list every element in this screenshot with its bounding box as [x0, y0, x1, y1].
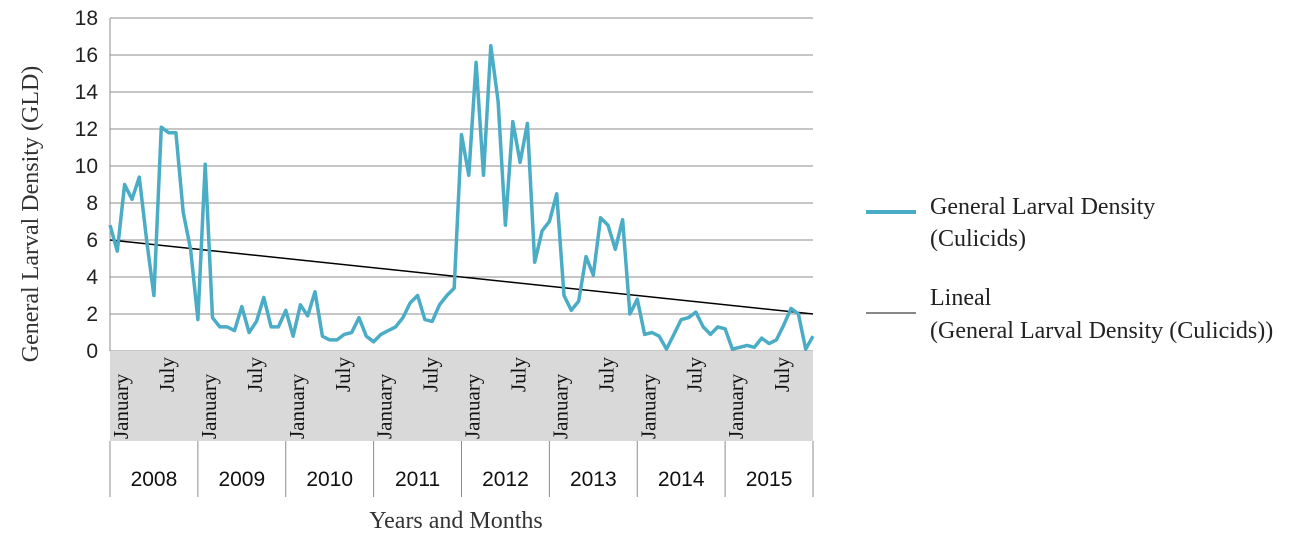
x-axis: 2008 January July 2009 January July 2010 Januar…: [109, 357, 814, 497]
legend-label-series-line2: (Culicids): [930, 226, 1026, 252]
year-label: 2011: [395, 468, 440, 491]
y-tick-label: 2: [86, 303, 98, 326]
category-axis-band: [110, 351, 813, 441]
series-line: [108, 44, 815, 351]
y-axis-ticks: 0 2 4 6 8 10 12 14 16 18: [75, 7, 99, 363]
trendline: [109, 239, 814, 315]
month-label: January: [197, 373, 221, 439]
year-label: 2015: [746, 468, 793, 491]
month-label: January: [285, 373, 309, 439]
year-label: 2009: [218, 468, 265, 491]
legend-label-trend: Lineal: [930, 285, 992, 311]
y-tick-label: 8: [86, 192, 98, 215]
month-label: July: [243, 357, 267, 393]
y-tick-label: 10: [75, 155, 98, 178]
y-tick-label: 18: [75, 7, 98, 30]
y-axis-title: General Larval Density (GLD): [18, 66, 44, 363]
month-label: July: [770, 357, 794, 393]
y-tick-label: 16: [75, 44, 98, 67]
month-label: July: [419, 357, 443, 393]
month-label: January: [548, 373, 572, 439]
month-label: January: [724, 373, 748, 439]
y-tick-label: 14: [75, 81, 99, 104]
y-tick-label: 4: [86, 266, 98, 289]
month-label: July: [507, 357, 531, 393]
year-label: 2010: [306, 468, 353, 491]
month-label: July: [331, 357, 355, 393]
y-tick-label: 6: [86, 229, 98, 252]
legend-label-trend-line2: (General Larval Density (Culicids)): [930, 318, 1273, 344]
year-label: 2013: [570, 468, 617, 491]
year-label: 2012: [482, 468, 529, 491]
y-tick-label: 12: [75, 118, 98, 141]
month-label: January: [109, 373, 133, 439]
year-label: 2014: [658, 468, 705, 491]
legend-label-series: General Larval Density: [930, 194, 1155, 220]
month-label: January: [461, 373, 485, 439]
y-tick-label: 0: [86, 340, 98, 363]
month-label: January: [636, 373, 660, 439]
month-label: January: [373, 373, 397, 439]
year-label: 2008: [131, 468, 178, 491]
legend: General Larval Density (Culicids) Lineal…: [866, 194, 1273, 344]
month-label: July: [682, 357, 706, 393]
month-label: July: [594, 357, 618, 393]
x-axis-title: Years and Months: [369, 508, 543, 534]
gridlines: [109, 17, 813, 352]
month-label: July: [155, 357, 179, 393]
